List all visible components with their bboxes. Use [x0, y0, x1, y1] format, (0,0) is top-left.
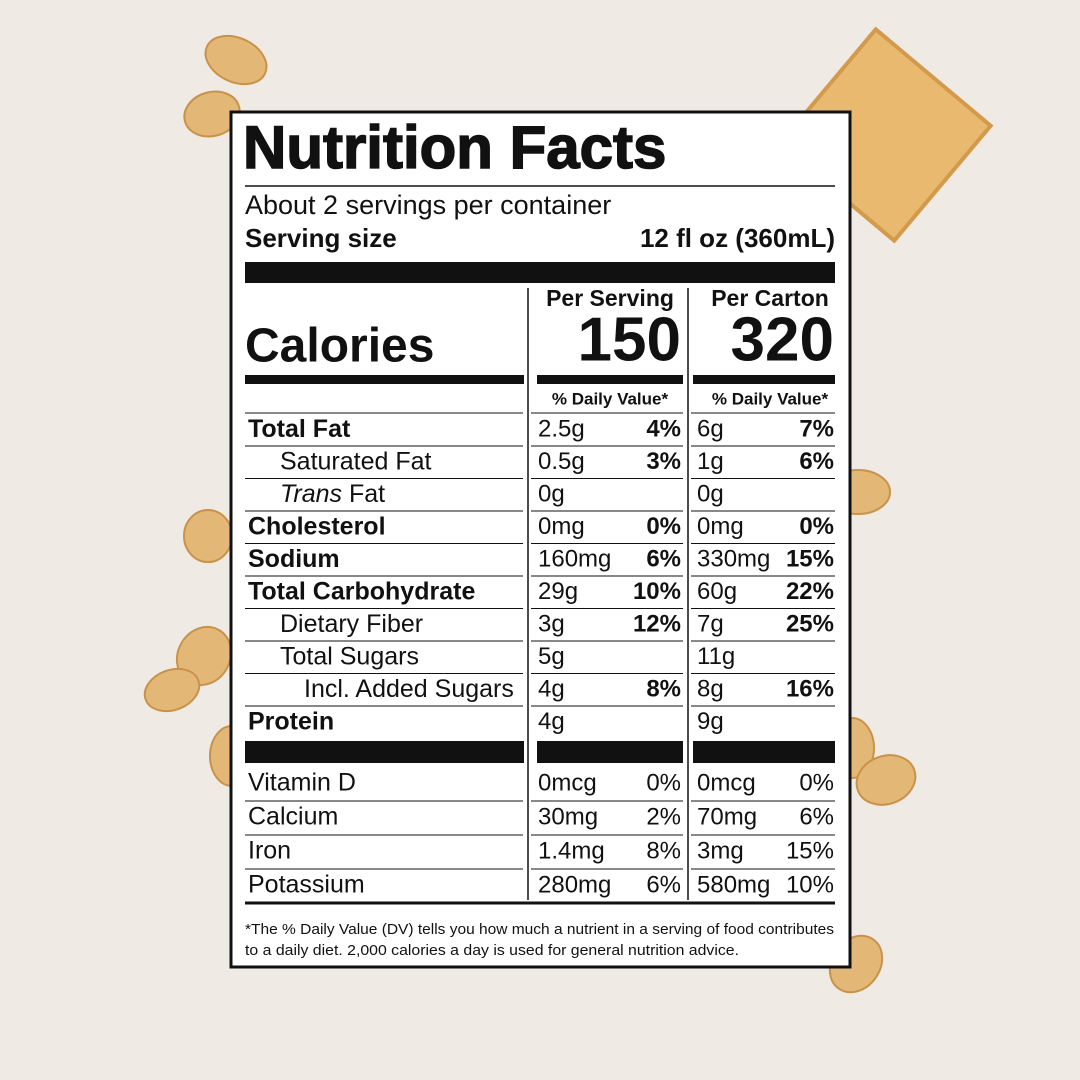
nutrient-name: Total Sugars — [280, 642, 419, 670]
nutrient-name-text: Total Carbohydrate — [248, 577, 475, 605]
footnote: *The % Daily Value (DV) tells you how mu… — [245, 921, 834, 938]
calories-value: 320 — [731, 305, 834, 374]
amount: 1g — [697, 448, 724, 475]
thick-bar — [245, 262, 835, 283]
nutrient-name-text: Incl. Added Sugars — [304, 675, 514, 703]
nutrient-name: Saturated Fat — [280, 447, 432, 475]
daily-value: 0% — [799, 513, 834, 540]
amount: 1.4mg — [538, 837, 605, 864]
amount: 160mg — [538, 545, 611, 572]
amount: 70mg — [697, 803, 757, 830]
amount: 0g — [538, 480, 565, 507]
nutrient-name: Cholesterol — [248, 512, 386, 540]
amount: 8g — [697, 675, 724, 702]
amount: 3mg — [697, 837, 744, 864]
amount: 6g — [697, 415, 724, 442]
nutrient-name-text: Cholesterol — [248, 512, 386, 540]
amount: 580mg — [697, 871, 770, 898]
column-heading: Per Serving — [546, 285, 674, 311]
amount: 0g — [697, 480, 724, 507]
daily-value: 10% — [786, 871, 834, 898]
daily-value: 8% — [646, 837, 681, 864]
amount: 2.5g — [538, 415, 585, 442]
dv-heading: % Daily Value* — [712, 389, 829, 408]
amount: 5g — [538, 643, 565, 670]
label-box — [229, 110, 852, 969]
daily-value: 22% — [786, 578, 834, 605]
amount: 30mg — [538, 803, 598, 830]
nutrient-name: Dietary Fiber — [280, 610, 423, 638]
nutrient-name: Incl. Added Sugars — [304, 675, 514, 703]
amount: 29g — [538, 578, 578, 605]
amount: 4g — [538, 708, 565, 735]
vitamin-name: Iron — [248, 837, 291, 865]
serving-size-value: 12 fl oz (360mL) — [640, 223, 835, 253]
nutrient-name: Total Carbohydrate — [248, 577, 475, 605]
daily-value: 6% — [646, 871, 681, 898]
daily-value: 8% — [646, 675, 681, 702]
dv-heading: % Daily Value* — [552, 389, 669, 408]
bar — [245, 375, 524, 384]
amount: 0mg — [697, 513, 744, 540]
amount: 4g — [538, 675, 565, 702]
nutrient-name-italic: Trans — [280, 480, 342, 508]
column-heading: Per Carton — [711, 285, 829, 311]
daily-value: 7% — [799, 415, 834, 442]
daily-value: 15% — [786, 837, 834, 864]
calories-value: 150 — [578, 305, 681, 374]
daily-value: 4% — [646, 415, 681, 442]
vitamin-name: Calcium — [248, 803, 338, 831]
daily-value: 6% — [646, 545, 681, 572]
nutrient-name-text: Protein — [248, 707, 334, 735]
nutrient-name-text: Dietary Fiber — [280, 610, 423, 638]
daily-value: 0% — [646, 769, 681, 796]
amount: 0mcg — [697, 769, 756, 796]
bar — [537, 375, 683, 384]
servings: About 2 servings per container — [245, 190, 611, 220]
daily-value: 3% — [646, 448, 681, 475]
amount: 280mg — [538, 871, 611, 898]
bar — [537, 741, 683, 763]
title: Nutrition Facts — [243, 114, 666, 181]
vitamin-name: Potassium — [248, 871, 365, 899]
amount: 60g — [697, 578, 737, 605]
daily-value: 10% — [633, 578, 681, 605]
bar — [693, 375, 835, 384]
amount: 330mg — [697, 545, 770, 572]
amount: 7g — [697, 610, 724, 637]
amount: 3g — [538, 610, 565, 637]
daily-value: 2% — [646, 803, 681, 830]
amount: 0.5g — [538, 448, 585, 475]
serving-size-label: Serving size — [245, 223, 397, 253]
nutrient-name: Sodium — [248, 545, 340, 573]
nutrient-name-text: Total Fat — [248, 415, 351, 443]
daily-value: 15% — [786, 545, 834, 572]
nutrient-name-text: Sodium — [248, 545, 340, 573]
daily-value: 25% — [786, 610, 834, 637]
bar — [245, 741, 524, 763]
daily-value: 12% — [633, 610, 681, 637]
footnote: to a daily diet. 2,000 calories a day is… — [245, 942, 739, 959]
nutrient-name: Protein — [248, 707, 334, 735]
nutrient-name-text: Total Sugars — [280, 642, 419, 670]
nutrient-name-text: Saturated Fat — [280, 447, 432, 475]
amount: 0mg — [538, 513, 585, 540]
daily-value: 0% — [799, 769, 834, 796]
daily-value: 0% — [646, 513, 681, 540]
bar — [693, 741, 835, 763]
calories-label: Calories — [245, 320, 434, 373]
amount: 11g — [697, 643, 735, 670]
amount: 0mcg — [538, 769, 597, 796]
nutrient-name-text: Fat — [342, 480, 385, 508]
daily-value: 6% — [799, 448, 834, 475]
amount: 9g — [697, 708, 724, 735]
daily-value: 16% — [786, 675, 834, 702]
daily-value: 6% — [799, 803, 834, 830]
vitamin-name: Vitamin D — [248, 769, 356, 797]
nutrient-name: Total Fat — [248, 415, 351, 443]
nutrient-name: Trans Fat — [280, 480, 385, 508]
